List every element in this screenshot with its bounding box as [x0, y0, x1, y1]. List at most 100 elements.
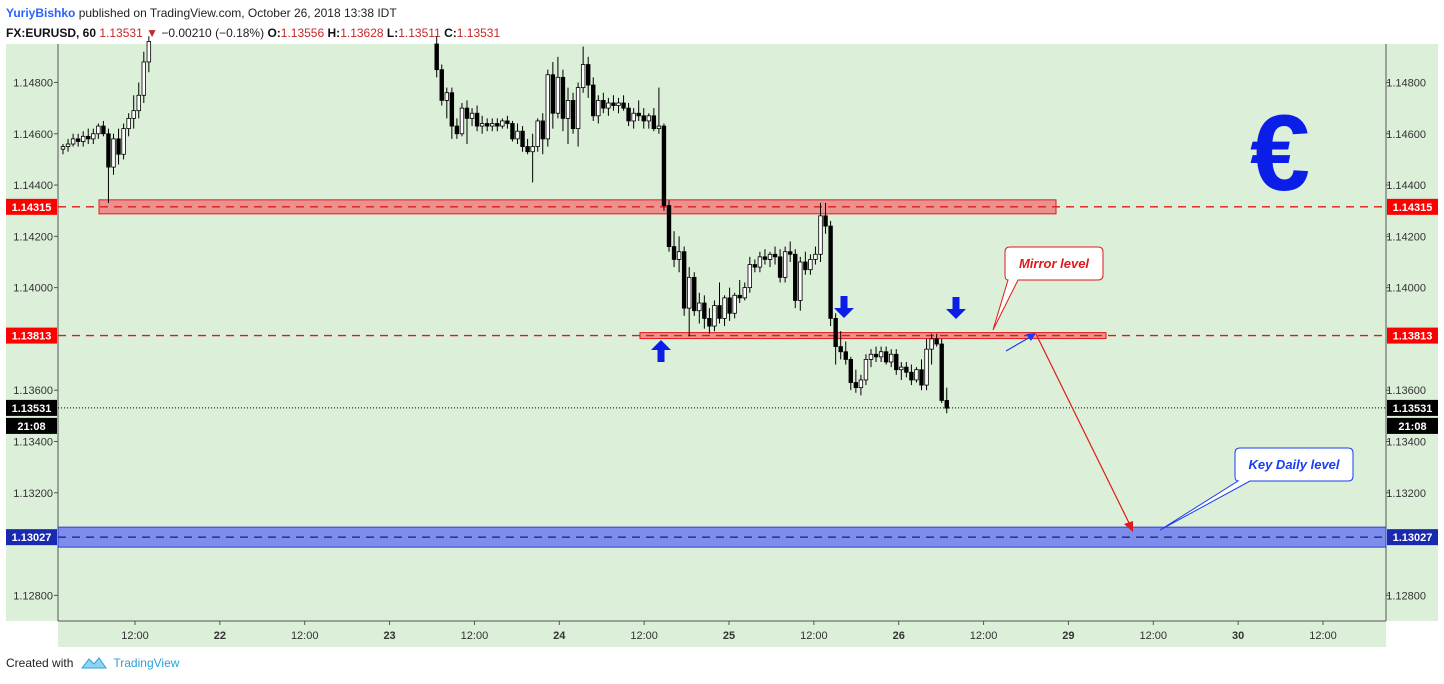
chart-header: YuriyBishko published on TradingView.com… — [6, 3, 500, 43]
candle-down — [101, 125, 106, 135]
candle-down — [434, 43, 439, 71]
time-tick-label: 23 — [383, 630, 395, 642]
candle-down — [934, 338, 939, 345]
price-tick-label-right: 1.14400 — [1386, 180, 1426, 192]
time-tick-label: 12:00 — [291, 630, 319, 642]
level-price-tag-left-bg — [6, 198, 57, 215]
level-price-tag-left-bg — [6, 529, 57, 546]
candle-down — [591, 84, 596, 117]
current-price-tag-right-bg — [1387, 399, 1438, 416]
candle-up — [535, 120, 540, 147]
candle-up — [96, 125, 101, 135]
candle-down — [106, 133, 111, 168]
candle-down — [666, 205, 672, 247]
candle-up — [500, 120, 505, 127]
candle-down — [449, 92, 455, 127]
candle-down — [611, 102, 616, 106]
price-change: −0.00210 (−0.18%) — [161, 26, 265, 40]
candle-down — [560, 76, 566, 119]
candle-down — [661, 125, 667, 206]
candle-down — [894, 353, 899, 371]
level-price-tag-right-bg — [1387, 198, 1438, 215]
price-tick-label-right: 1.14200 — [1386, 231, 1426, 243]
level-price-tag-left: 1.13027 — [12, 532, 52, 544]
candle-up — [712, 305, 717, 327]
candle-up — [616, 102, 621, 106]
euro-icon: € — [1250, 92, 1310, 213]
current-price-tag-left-bg — [6, 399, 57, 416]
price-tick-label-left: 1.14200 — [13, 231, 53, 243]
candle-down — [833, 317, 838, 348]
candle-down — [843, 351, 848, 360]
candle-down — [727, 297, 732, 314]
candle-down — [823, 215, 828, 227]
candle-down — [909, 371, 914, 381]
candle-down — [464, 107, 470, 119]
candle-down — [848, 359, 853, 383]
candle-up — [121, 128, 126, 155]
candle-down — [495, 123, 500, 127]
price-tick-label-right: 1.14800 — [1386, 77, 1426, 89]
candle-up — [126, 117, 131, 130]
level-price-tag-right-bg — [1387, 529, 1438, 546]
countdown-tag-right-bg — [1387, 417, 1438, 434]
candle-up — [676, 251, 682, 260]
candle-up — [91, 133, 96, 140]
close-label: C: — [444, 26, 457, 40]
current-price-tag-right: 1.13531 — [1393, 403, 1433, 415]
candle-up — [732, 294, 737, 314]
candle-down — [793, 253, 798, 301]
candle-down — [944, 400, 949, 409]
candle-up — [747, 264, 752, 289]
candle-up — [798, 261, 803, 301]
candle-down — [601, 100, 606, 109]
level-price-tag-right: 1.13027 — [1393, 532, 1433, 544]
change-down-icon: ▼ — [146, 26, 158, 40]
candle-down — [651, 115, 657, 130]
tradingview-link[interactable]: TradingView — [113, 656, 180, 670]
candle-up — [631, 112, 636, 122]
candle-down — [550, 74, 556, 114]
candle-up — [742, 287, 747, 299]
created-with-label: Created with — [6, 656, 74, 670]
candle-down — [75, 138, 81, 142]
published-text: published on TradingView.com, October 26… — [78, 6, 397, 20]
candle-up — [545, 74, 550, 140]
time-tick-label: 30 — [1232, 630, 1244, 642]
candle-down — [788, 251, 793, 255]
price-tick-label-right: 1.13200 — [1386, 488, 1426, 500]
price-tick-label-right: 1.12800 — [1386, 590, 1426, 602]
candle-down — [707, 317, 712, 327]
candle-up — [878, 351, 884, 358]
price-tick-label-left: 1.14800 — [13, 77, 53, 89]
time-tick-label: 29 — [1062, 630, 1074, 642]
price-chart[interactable]: 1.12800 1.12800 1.13200 1.13200 1.13400 1.134… — [0, 0, 1444, 650]
time-axis: 12:00 22 12:00 23 12:00 24 12:00 25 12:00 26 12:00… — [121, 621, 1337, 642]
candle-down — [702, 302, 707, 319]
candle-up — [65, 143, 71, 147]
candle-down — [540, 120, 545, 140]
time-tick-label: 12:00 — [970, 630, 998, 642]
author-name[interactable]: YuriyBishko — [6, 6, 76, 20]
candle-up — [889, 353, 894, 363]
candle-up — [858, 379, 864, 389]
candle-down — [939, 343, 944, 401]
arrow-down-icon — [834, 296, 854, 318]
level-price-tag-left-bg — [6, 327, 57, 344]
candle-up — [81, 135, 86, 142]
candle-down — [505, 120, 510, 124]
candle-up — [767, 253, 773, 260]
level-price-tag-left: 1.14315 — [12, 202, 52, 214]
time-tick-label: 12:00 — [630, 630, 658, 642]
time-tick-label: 24 — [553, 630, 566, 642]
projection-blue-line — [1005, 335, 1033, 352]
candle-down — [737, 294, 742, 299]
candle-down — [777, 256, 783, 278]
candle-up — [757, 256, 763, 268]
candle-down — [626, 107, 631, 122]
candle-down — [828, 225, 833, 319]
footer: Created with TradingView — [6, 656, 179, 670]
candle-up — [782, 251, 788, 278]
key-daily-level-label: Key Daily level — [1248, 457, 1339, 472]
candle-up — [60, 146, 66, 150]
